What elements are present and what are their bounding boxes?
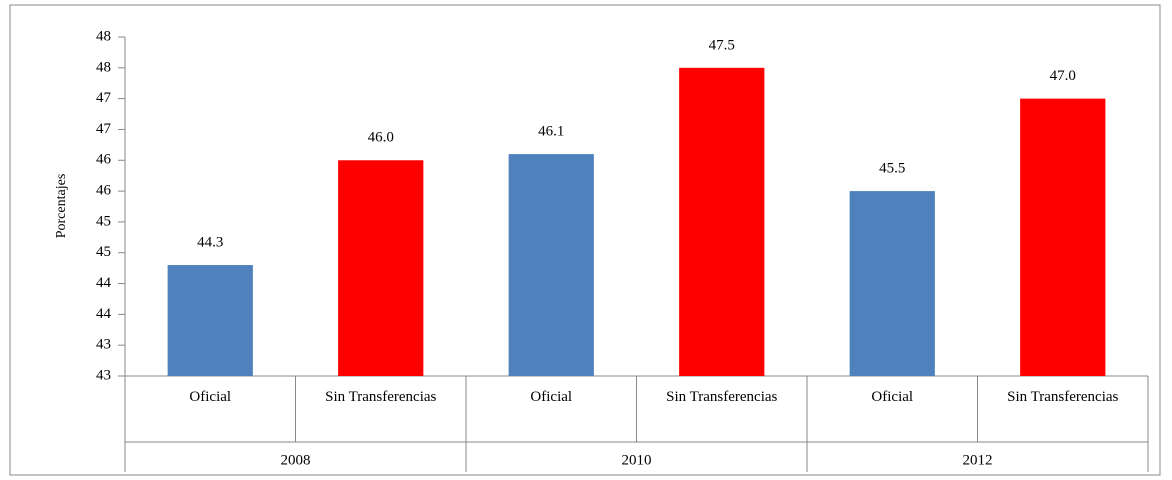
x-label-box: Sin Transferencias [1007, 389, 1119, 405]
y-tick-label: 46 [96, 152, 112, 168]
data-label: 45.5 [879, 161, 905, 177]
y-tick-label: 43 [96, 337, 111, 353]
y-tick-label: 48 [96, 59, 111, 75]
x-label-box: Sin Transferencias [666, 389, 778, 405]
x-tick-label: Oficial [530, 389, 573, 405]
y-tick-label: 47 [96, 121, 112, 137]
group-label: 2008 [281, 452, 311, 468]
x-tick-label: Sin Transferencias [1007, 389, 1119, 405]
data-label: 47.0 [1050, 68, 1076, 84]
x-tick-label: Sin Transferencias [325, 389, 437, 405]
y-tick-label: 43 [96, 367, 111, 383]
data-label: 46.0 [368, 130, 394, 146]
group-label: 2010 [622, 452, 652, 468]
y-tick-label: 45 [96, 244, 111, 260]
data-label: 47.5 [709, 37, 735, 53]
data-label: 44.3 [197, 234, 223, 250]
y-tick-label: 44 [96, 306, 112, 322]
y-tick-label: 48 [96, 28, 111, 44]
x-label-box: Sin Transferencias [325, 389, 437, 405]
x-tick-label: Oficial [189, 389, 232, 405]
x-label-box: Oficial [189, 389, 232, 405]
y-tick-label: 44 [96, 275, 112, 291]
bar [679, 67, 765, 377]
y-axis-label: Porcentajes [54, 174, 69, 239]
x-tick-label: Sin Transferencias [666, 389, 778, 405]
bar [167, 265, 253, 376]
y-tick-label: 45 [96, 213, 111, 229]
bar [849, 191, 935, 376]
bar [338, 160, 424, 376]
y-tick-label: 47 [96, 90, 112, 106]
bar [508, 154, 594, 376]
y-tick-label: 46 [96, 183, 112, 199]
group-label: 2012 [963, 452, 993, 468]
x-label-box: Oficial [871, 389, 914, 405]
bar [1020, 98, 1106, 377]
data-label: 46.1 [538, 124, 564, 140]
x-label-box: Oficial [530, 389, 573, 405]
x-tick-label: Oficial [871, 389, 914, 405]
